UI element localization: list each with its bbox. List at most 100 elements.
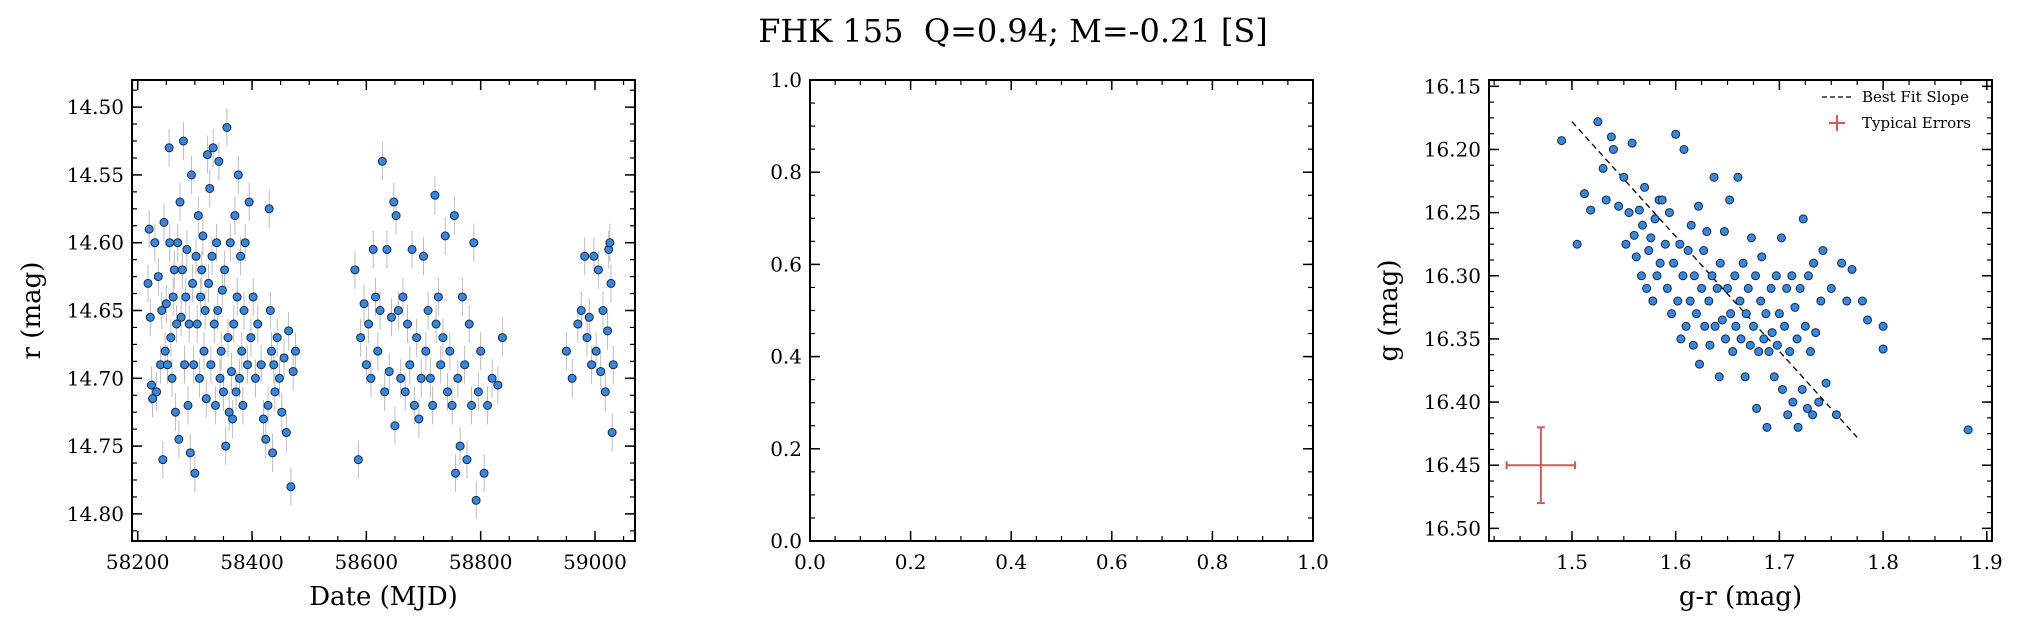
data-point bbox=[1762, 422, 1772, 432]
data-point bbox=[1629, 230, 1639, 240]
x-tick-label: 0.0 bbox=[794, 550, 826, 574]
data-point bbox=[373, 346, 383, 356]
data-point bbox=[375, 306, 385, 315]
data-point bbox=[236, 251, 246, 261]
y-tick-label: 14.70 bbox=[67, 366, 124, 390]
data-point bbox=[1693, 201, 1703, 211]
data-point bbox=[464, 319, 474, 329]
data-point bbox=[1725, 195, 1735, 205]
data-point bbox=[218, 387, 228, 397]
data-point bbox=[231, 387, 241, 397]
y-tick-label: 0.4 bbox=[770, 345, 802, 369]
data-point bbox=[172, 319, 182, 329]
data-point bbox=[455, 441, 465, 451]
data-point bbox=[1676, 334, 1686, 344]
data-point bbox=[166, 333, 176, 343]
data-point bbox=[440, 231, 450, 241]
data-point bbox=[467, 400, 477, 410]
data-point bbox=[567, 373, 577, 383]
data-point bbox=[1704, 296, 1714, 306]
data-point bbox=[453, 373, 463, 383]
data-point bbox=[205, 183, 215, 193]
data-point bbox=[608, 360, 618, 370]
data-point bbox=[160, 346, 170, 356]
y-tick-label: 0.0 bbox=[770, 529, 802, 553]
data-point bbox=[1793, 422, 1803, 432]
data-point bbox=[1650, 214, 1660, 224]
data-point bbox=[183, 400, 193, 410]
data-point bbox=[1624, 208, 1634, 218]
y-tick-label: 14.50 bbox=[67, 95, 124, 119]
data-point bbox=[460, 360, 470, 370]
data-point bbox=[1688, 340, 1698, 350]
data-point bbox=[1778, 384, 1788, 394]
data-point bbox=[1785, 347, 1795, 357]
data-point bbox=[190, 468, 200, 478]
data-point bbox=[1637, 220, 1647, 230]
data-point bbox=[1723, 283, 1733, 293]
data-point bbox=[1800, 321, 1810, 331]
data-point bbox=[1751, 271, 1761, 281]
data-point bbox=[244, 197, 254, 207]
data-point bbox=[1780, 321, 1790, 331]
x-axis-label: g-r (mag) bbox=[1679, 582, 1802, 612]
y-tick-label: 0.2 bbox=[770, 437, 802, 461]
data-point bbox=[148, 394, 158, 404]
data-point bbox=[366, 373, 376, 383]
data-point bbox=[591, 346, 601, 356]
x-tick-label: 58400 bbox=[220, 550, 284, 574]
data-point bbox=[398, 292, 408, 302]
data-point bbox=[445, 346, 455, 356]
data-point bbox=[462, 455, 472, 465]
data-point bbox=[144, 224, 154, 234]
data-point bbox=[206, 360, 216, 370]
data-point bbox=[393, 306, 403, 315]
data-point bbox=[1634, 205, 1644, 215]
axes-frame bbox=[1488, 79, 1993, 542]
data-point bbox=[1728, 347, 1738, 357]
data-point bbox=[284, 326, 294, 336]
x-tick-label: 1.9 bbox=[1971, 550, 2003, 574]
data-point bbox=[228, 414, 238, 424]
data-point bbox=[161, 299, 171, 309]
data-point bbox=[261, 434, 271, 444]
data-point bbox=[185, 448, 195, 458]
x-tick-label: 1.6 bbox=[1660, 550, 1692, 574]
data-point bbox=[1863, 315, 1873, 325]
data-point bbox=[1669, 258, 1679, 268]
data-point bbox=[350, 265, 360, 275]
data-point bbox=[1814, 397, 1824, 407]
data-point bbox=[1608, 144, 1618, 154]
data-point bbox=[175, 197, 185, 207]
data-point bbox=[1707, 271, 1717, 281]
data-point bbox=[146, 380, 156, 390]
data-point bbox=[380, 387, 390, 397]
data-point bbox=[1764, 347, 1774, 357]
data-point bbox=[403, 319, 413, 329]
y-tick-label: 1.0 bbox=[770, 68, 802, 92]
data-point bbox=[1705, 340, 1715, 350]
data-point bbox=[476, 346, 486, 356]
data-point bbox=[1712, 283, 1722, 293]
data-point bbox=[561, 346, 571, 356]
data-point bbox=[210, 400, 220, 410]
data-point bbox=[246, 333, 256, 343]
data-point bbox=[1776, 233, 1786, 243]
data-point bbox=[1790, 302, 1800, 312]
data-point bbox=[180, 360, 190, 370]
data-point bbox=[433, 292, 443, 302]
data-point bbox=[1636, 271, 1646, 281]
data-point bbox=[1746, 233, 1756, 243]
data-point bbox=[188, 278, 198, 288]
data-point bbox=[1614, 201, 1624, 211]
data-point bbox=[1699, 246, 1709, 256]
data-point bbox=[603, 326, 613, 336]
data-point bbox=[389, 197, 399, 207]
light-curve-panel: 58200 58400 58600 58800 59000 14.50 14.55 14.60… bbox=[17, 79, 636, 612]
data-point bbox=[1671, 129, 1681, 139]
data-point bbox=[414, 414, 424, 424]
data-point bbox=[356, 333, 366, 343]
data-point bbox=[1731, 321, 1741, 331]
data-point bbox=[1767, 328, 1777, 338]
data-point bbox=[1802, 403, 1812, 413]
